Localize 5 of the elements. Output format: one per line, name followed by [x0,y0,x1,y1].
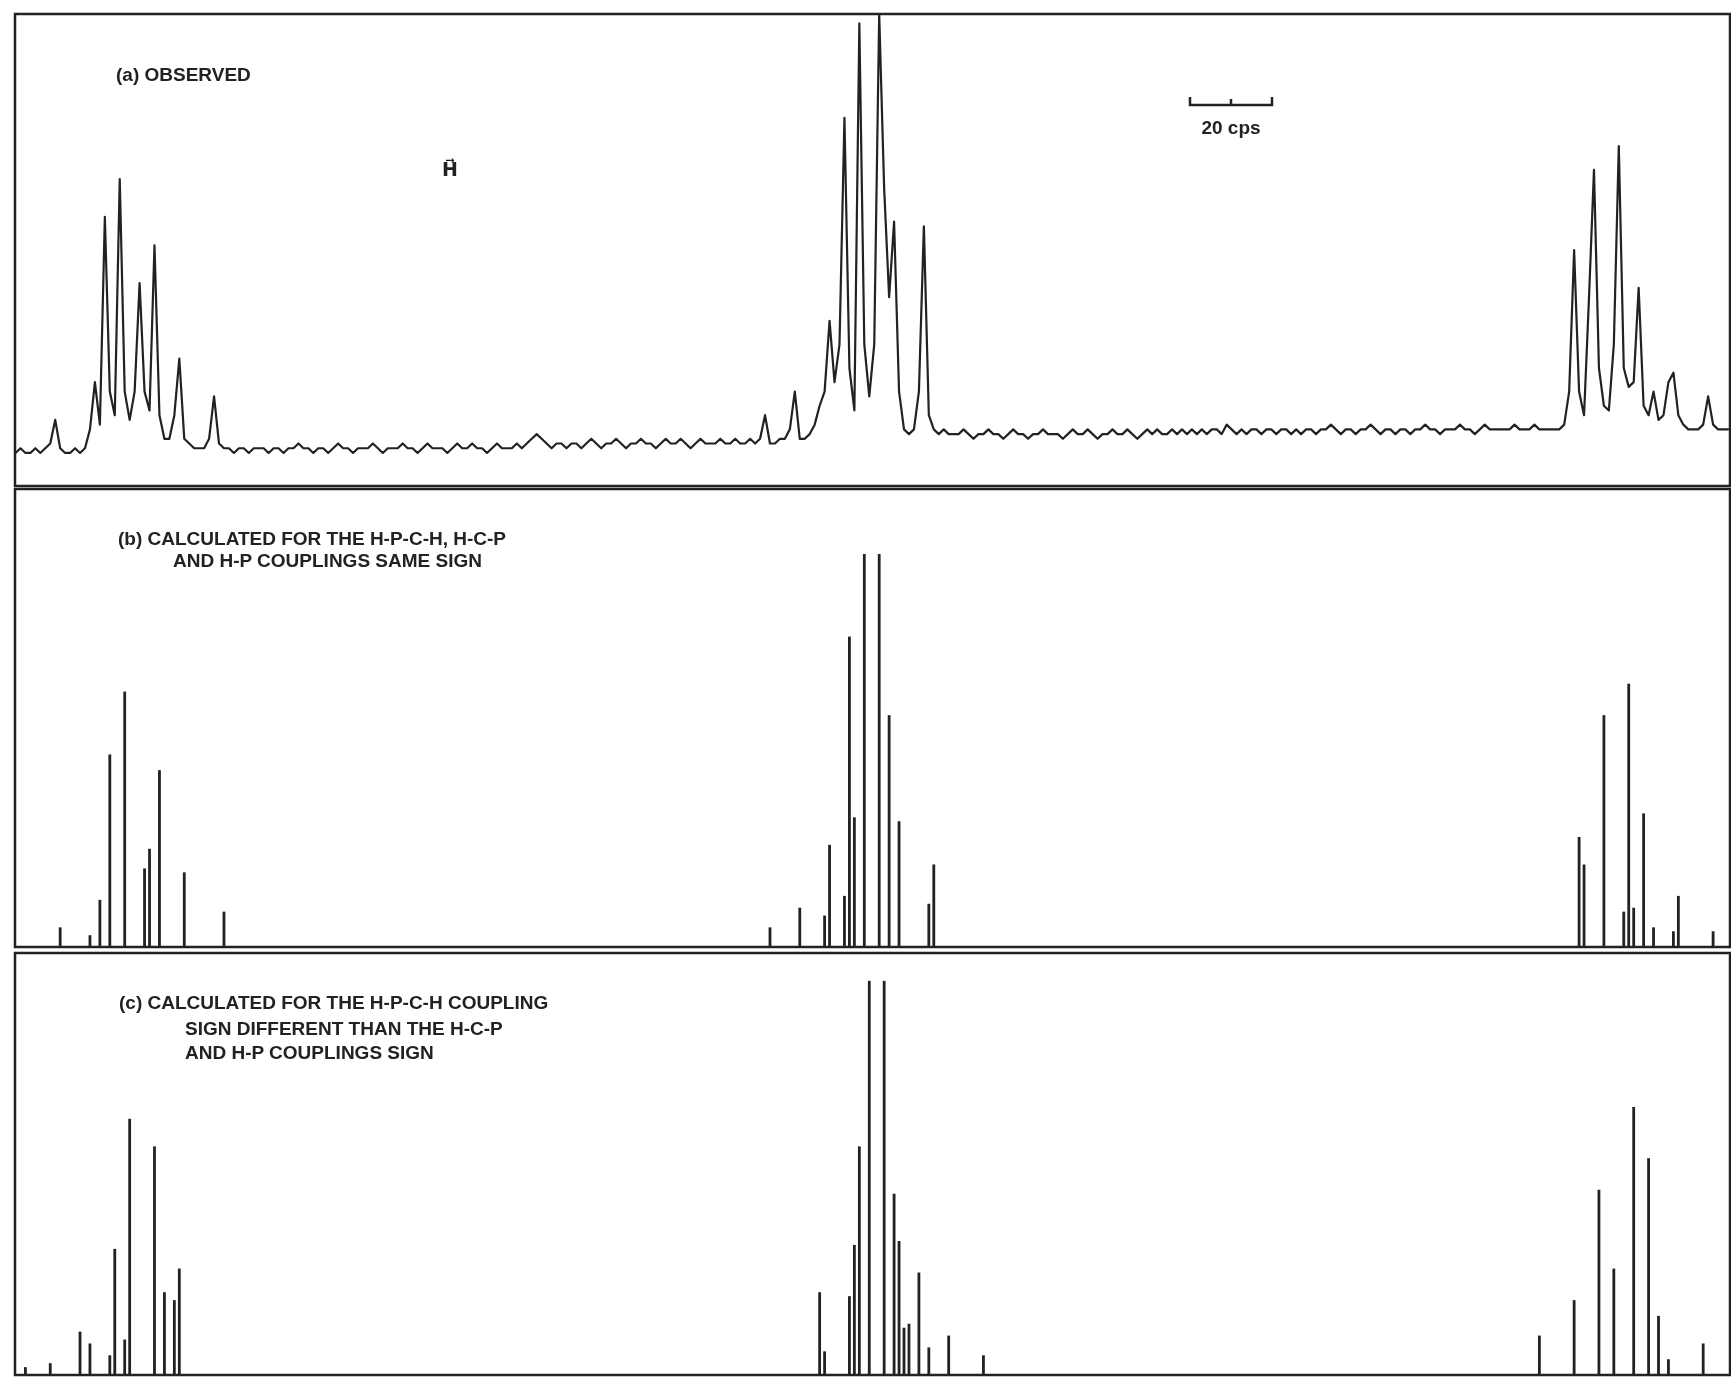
annotation: 20 cps [1201,117,1261,138]
chart-title: (b) CALCULATED FOR THE H-P-C-H, H-C-P AND H-P COUPLINGS SAME SIGN [118,528,507,571]
annotation: H⃗ [442,157,458,180]
text: (c) CALCULATED FOR THE H-P-C-H COUPLING SIGN DIFFERENT THAN THE H-C-P AND H-P COUPLINGS SIGN [119,992,549,1063]
text: (a) OBSERVED [116,64,251,85]
